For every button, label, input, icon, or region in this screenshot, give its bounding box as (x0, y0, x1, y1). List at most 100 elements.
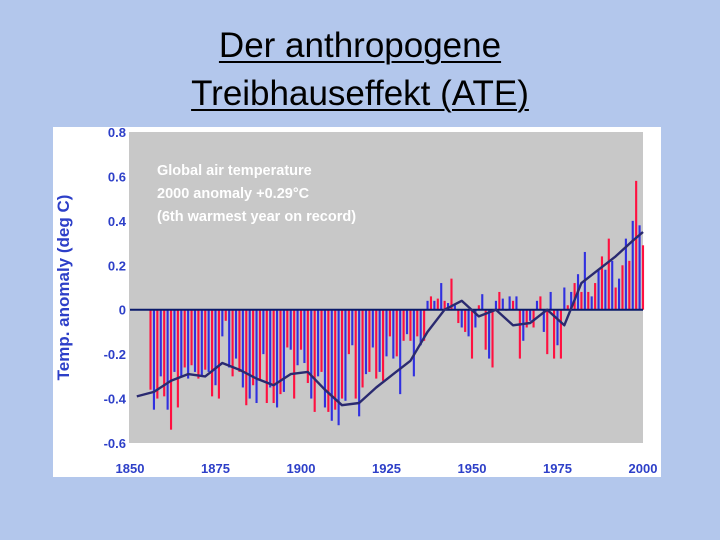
anomaly-bar (477, 305, 480, 310)
anomaly-bar (604, 269, 607, 310)
anomaly-bar (378, 309, 381, 372)
anomaly-bar (597, 269, 600, 310)
anomaly-bar (245, 309, 248, 406)
anomaly-bar (532, 309, 535, 328)
y-tick-label: 0.8 (108, 127, 126, 140)
anomaly-bar (529, 309, 532, 321)
anomaly-bar (169, 309, 173, 430)
anomaly-bar (296, 309, 299, 366)
anomaly-bar (450, 278, 453, 310)
anomaly-bar (200, 309, 203, 377)
anomaly-bar (187, 309, 190, 379)
x-tick-label: 1975 (543, 461, 572, 476)
anomaly-bar (580, 291, 583, 310)
slide-title-line2: Treibhauseffekt (ATE) (191, 74, 529, 113)
anomaly-bar (306, 309, 309, 384)
anomaly-bar (392, 309, 395, 359)
anomaly-bar (262, 309, 265, 355)
anomaly-bar (330, 309, 333, 421)
anomaly-bar (518, 309, 521, 359)
anomaly-bar (621, 265, 624, 310)
anomaly-bar (474, 309, 477, 328)
anomaly-bar (399, 309, 402, 395)
smoothed-trend-line (136, 231, 644, 407)
slide-title-line1: Der anthropogene (218, 26, 502, 65)
anomaly-bar (303, 309, 306, 364)
anomaly-bar (159, 309, 162, 377)
anomaly-bar (535, 300, 539, 310)
anomaly-bar (221, 309, 224, 337)
x-tick-label: 1850 (116, 461, 145, 476)
anomaly-bar (470, 309, 474, 359)
anomaly-bar (252, 309, 255, 386)
anomaly-bar (559, 309, 562, 359)
anomaly-bar (611, 260, 614, 310)
anomaly-bar (433, 300, 436, 310)
anomaly-bar (313, 309, 316, 412)
anomaly-bar (190, 309, 193, 366)
anomaly-bar (293, 309, 296, 399)
anomaly-bar (152, 309, 156, 410)
anomaly-bar (382, 309, 385, 381)
x-tick-label: 1925 (372, 461, 401, 476)
anomaly-bar (542, 309, 545, 332)
anomaly-bar (525, 309, 528, 328)
temperature-anomaly-chart: -0.6 -0.4 -0.2 0 0.2 0.4 0.6 0.8 1850 1875 1900 19… (53, 127, 661, 477)
anomaly-bar (217, 309, 220, 399)
anomaly-bar (347, 309, 350, 355)
anomaly-bar (156, 309, 159, 399)
anomaly-bar (570, 291, 573, 310)
anomaly-bar (641, 245, 645, 310)
anomaly-bar (440, 283, 443, 310)
anomaly-bar (539, 296, 542, 310)
anomaly-bar (638, 225, 641, 310)
anomaly-bar (364, 309, 368, 375)
anomaly-bar (484, 309, 487, 350)
anomaly-bar (337, 309, 340, 426)
x-tick-label: 1900 (287, 461, 316, 476)
anomaly-bar (327, 309, 330, 412)
anomaly-bar (594, 283, 597, 310)
anomaly-bar (563, 287, 566, 310)
annotation-line: (6th warmest year on record) (157, 209, 356, 225)
anomaly-bar (197, 309, 200, 379)
anomaly-bar (211, 309, 214, 397)
anomaly-bar (340, 309, 344, 399)
anomaly-bar (515, 296, 518, 310)
anomaly-bar (617, 278, 621, 310)
anomaly-bar (358, 309, 361, 417)
plot-panel (129, 132, 643, 443)
anomaly-bar (320, 309, 323, 372)
anomaly-bar (395, 309, 398, 357)
anomaly-bar (460, 309, 463, 328)
anomaly-bar (275, 309, 279, 408)
x-axis-ticks: 1850 1875 1900 1925 1950 1975 2000 (116, 461, 658, 476)
anomaly-bar (371, 309, 374, 348)
anomaly-bar (436, 298, 439, 310)
anomaly-bar (628, 260, 631, 310)
x-tick-label: 2000 (629, 461, 658, 476)
anomaly-bar (289, 309, 292, 350)
anomaly-bar (566, 305, 569, 310)
anomaly-bar (176, 309, 179, 408)
anomaly-bar (180, 309, 183, 377)
anomaly-bar (446, 303, 450, 310)
anomaly-bar (457, 309, 460, 324)
anomaly-bar (166, 309, 169, 410)
annual-anomaly-bars (149, 180, 645, 430)
anomaly-bar (368, 309, 371, 372)
anomaly-bar (163, 309, 166, 397)
anomaly-bar (385, 309, 388, 357)
anomaly-bar (494, 300, 498, 310)
annotation-line: Global air temperature (157, 163, 312, 179)
anomaly-bar (310, 309, 313, 399)
anomaly-bar (149, 309, 152, 390)
y-tick-label: -0.6 (104, 436, 126, 451)
anomaly-bar (286, 309, 289, 348)
anomaly-bar (631, 220, 634, 310)
anomaly-bar (624, 238, 627, 310)
anomaly-bar (323, 309, 327, 408)
anomaly-bar (429, 296, 433, 310)
y-axis-ticks: -0.6 -0.4 -0.2 0 0.2 0.4 0.6 0.8 (104, 127, 127, 451)
anomaly-bar (412, 309, 415, 377)
